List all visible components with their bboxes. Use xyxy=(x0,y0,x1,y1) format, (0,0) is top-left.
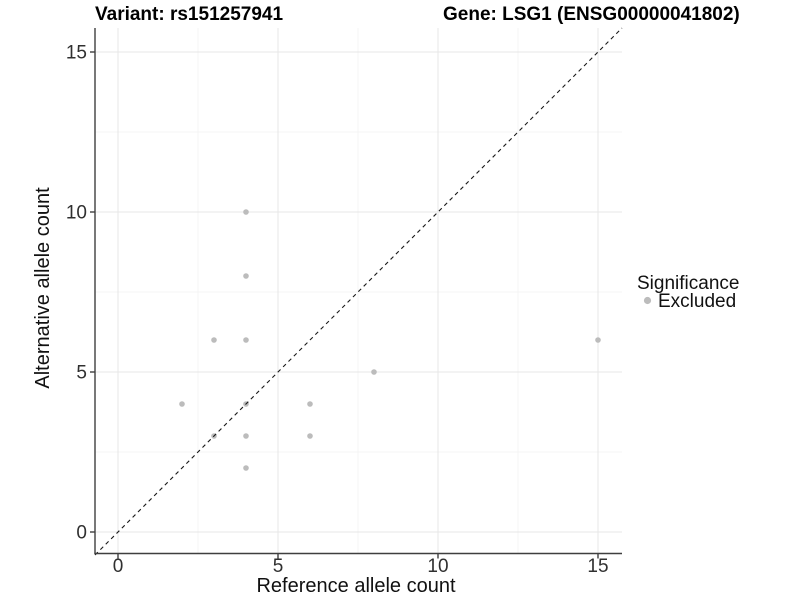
legend-key-dot-icon xyxy=(643,296,652,305)
data-point xyxy=(211,337,217,343)
x-axis-title: Reference allele count xyxy=(256,575,455,597)
data-point xyxy=(243,465,249,471)
variant-title: Variant: rs151257941 xyxy=(95,4,283,25)
data-point xyxy=(595,337,601,343)
major-gridlines xyxy=(95,28,622,554)
y-tick-label: 5 xyxy=(76,363,87,384)
gene-title: Gene: LSG1 (ENSG00000041802) xyxy=(443,4,740,25)
data-point xyxy=(243,273,249,279)
data-point xyxy=(307,401,313,407)
x-tick-label: 10 xyxy=(427,556,448,577)
y-tick-label: 10 xyxy=(66,203,87,224)
legend-title: Significance xyxy=(637,273,739,294)
x-tick-label: 0 xyxy=(113,556,124,577)
minor-gridlines xyxy=(95,28,622,554)
legend-item-excluded: Excluded xyxy=(658,291,736,312)
y-axis-title: Alternative allele count xyxy=(32,187,54,389)
identity-reference-line xyxy=(94,27,623,556)
x-tick-label: 5 xyxy=(273,556,284,577)
x-tick-label: 15 xyxy=(587,556,608,577)
data-point xyxy=(179,401,185,407)
data-point xyxy=(243,433,249,439)
x-axis-ticks: 0 5 10 15 xyxy=(113,553,609,577)
y-tick-label: 15 xyxy=(66,43,87,64)
data-point xyxy=(243,209,249,215)
y-axis-ticks: 0 5 10 15 xyxy=(66,43,95,544)
data-point xyxy=(371,369,377,375)
y-tick-label: 0 xyxy=(76,523,87,544)
legend: Significance Excluded xyxy=(637,273,739,312)
data-point xyxy=(243,337,249,343)
data-point xyxy=(307,433,313,439)
